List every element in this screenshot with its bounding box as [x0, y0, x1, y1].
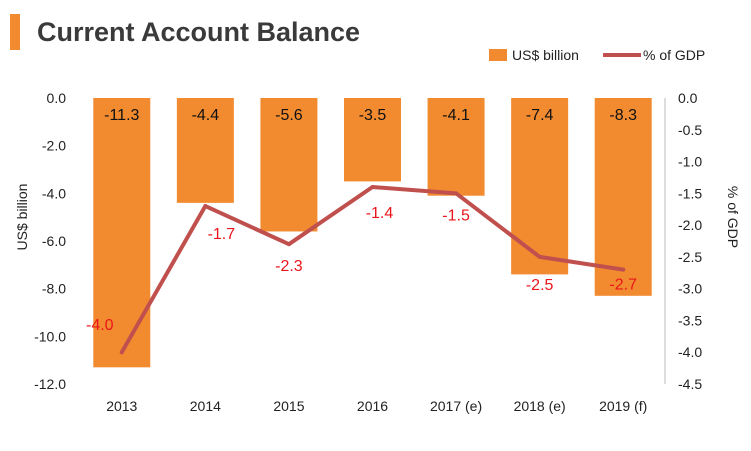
line-value-label: -2.3 — [275, 258, 303, 275]
x-tick-label: 2015 — [273, 398, 304, 414]
bars — [93, 98, 652, 368]
line-value-label: -1.5 — [442, 207, 470, 224]
chart-title: Current Account Balance — [37, 17, 361, 47]
x-tick-label: 2013 — [106, 398, 137, 414]
line-value-label: -2.5 — [526, 277, 554, 294]
bar-value-label: -7.4 — [526, 107, 554, 124]
bar — [511, 98, 569, 275]
y2-axis-ticks: 0.0 -0.5 -1.0 -1.5 -2.0 -2.5 -3.0 -3.5 -4.0 -4.5 — [678, 90, 702, 392]
line-point — [119, 350, 124, 355]
y2-tick-label: -3.5 — [678, 312, 702, 328]
x-tick-label: 2018 (e) — [514, 398, 566, 414]
line-point — [537, 254, 542, 259]
y-tick-label: -6.0 — [42, 233, 66, 249]
line-point — [621, 267, 626, 272]
line-labels: -4.0 -1.7 -2.3 -1.4 -1.5 -2.5 -2.7 — [86, 205, 637, 334]
legend-bar-swatch — [489, 49, 507, 61]
bar-value-label: -11.3 — [104, 107, 139, 124]
line-point — [203, 204, 208, 209]
line-point — [454, 191, 459, 196]
y-tick-label: -8.0 — [42, 281, 66, 297]
bar-value-label: -5.6 — [275, 107, 303, 124]
bar — [344, 98, 401, 182]
legend-bar-label: US$ billion — [512, 47, 579, 63]
legend: US$ billion % of GDP — [489, 47, 705, 63]
y2-tick-label: -1.5 — [678, 185, 702, 201]
line-value-label: -2.7 — [609, 277, 637, 294]
bar — [176, 98, 234, 203]
x-axis-ticks: 2013 2014 2015 2016 2017 (e) 2018 (e) 2019 (f) — [106, 398, 647, 414]
y-tick-label: -12.0 — [34, 376, 66, 392]
y-axis-title: US$ billion — [14, 184, 30, 251]
y2-tick-label: 0.0 — [678, 90, 698, 106]
x-tick-label: 2017 (e) — [430, 398, 482, 414]
line-value-label: -1.7 — [208, 226, 236, 243]
x-tick-label: 2014 — [190, 398, 221, 414]
y-tick-label: -4.0 — [42, 185, 66, 201]
y2-tick-label: -1.0 — [678, 154, 702, 170]
bar-value-label: -4.1 — [442, 107, 470, 124]
bar-value-label: -3.5 — [359, 107, 387, 124]
bar-labels: -11.3 -4.4 -5.6 -3.5 -4.1 -7.4 -8.3 — [104, 107, 637, 124]
y2-tick-label: -4.5 — [678, 376, 702, 392]
line-point — [286, 242, 291, 247]
line-value-label: -4.0 — [86, 317, 114, 334]
y-tick-label: -2.0 — [42, 138, 66, 154]
bar-value-label: -8.3 — [609, 107, 637, 124]
bar-value-label: -4.4 — [192, 107, 220, 124]
bar — [260, 98, 318, 232]
y2-tick-label: -3.0 — [678, 281, 702, 297]
legend-line-label: % of GDP — [643, 47, 705, 63]
x-tick-label: 2019 (f) — [599, 398, 647, 414]
title-accent-bar — [10, 14, 20, 50]
bar — [427, 98, 485, 196]
line-series — [119, 184, 626, 355]
y-tick-label: 0.0 — [47, 90, 67, 106]
y2-tick-label: -2.0 — [678, 217, 702, 233]
y2-axis-title: % of GDP — [725, 186, 741, 248]
x-tick-label: 2016 — [357, 398, 388, 414]
y-tick-label: -10.0 — [34, 328, 66, 344]
y-axis-ticks: 0.0 -2.0 -4.0 -6.0 -8.0 -10.0 -12.0 — [34, 90, 66, 392]
y2-tick-label: -2.5 — [678, 249, 702, 265]
bar — [594, 98, 652, 296]
line-point — [370, 184, 375, 189]
line-value-label: -1.4 — [366, 205, 394, 222]
y2-tick-label: -4.0 — [678, 344, 702, 360]
y2-tick-label: -0.5 — [678, 122, 702, 138]
